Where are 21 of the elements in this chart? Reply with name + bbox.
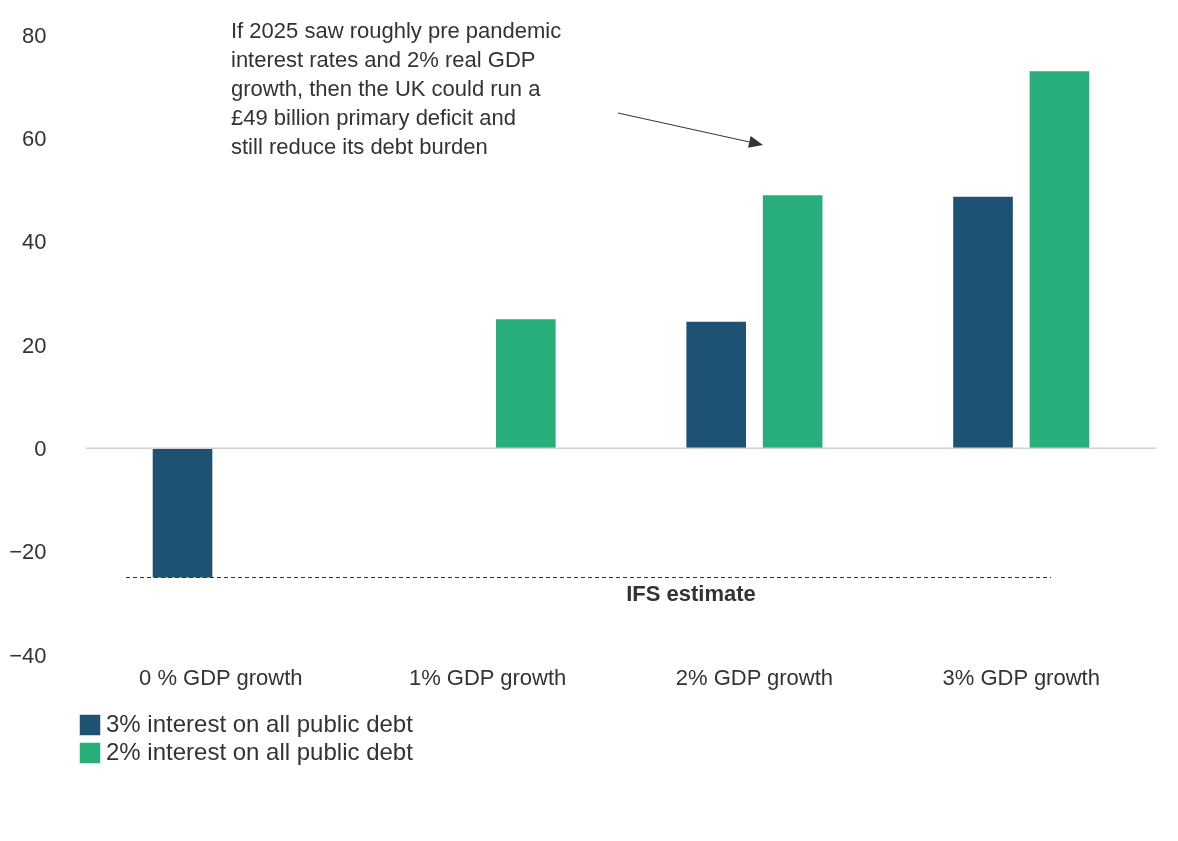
legend-label: 2% interest on all public debt [106, 738, 414, 765]
y-tick-label: 40 [22, 229, 47, 255]
y-tick-label: 0 [34, 435, 47, 461]
bar [953, 196, 1013, 449]
x-tick-label: 1% GDP growth [408, 664, 567, 690]
annotation: If 2025 saw roughly pre pandemic interest rates and 2% real GDP growth, then the UK could run a £49 billion primary deficit and still reduce its debt burden [231, 18, 562, 159]
y-tick-label: 60 [22, 125, 47, 151]
bar [495, 319, 556, 449]
bar [152, 448, 213, 578]
y-tick-label: 20 [22, 332, 47, 358]
bar [1029, 71, 1090, 449]
y-tick-label: 80 [22, 22, 47, 48]
bar [686, 321, 747, 449]
x-tick-label: 2% GDP growth [675, 664, 834, 690]
legend-label: 3% interest on all public debt [106, 710, 414, 737]
x-tick-label: 0 % GDP growth [139, 664, 303, 690]
y-tick-label: −20 [9, 539, 47, 565]
bar [762, 195, 823, 449]
ref-line-label: IFS estimate [626, 580, 756, 606]
x-tick-label: 3% GDP growth [942, 664, 1100, 690]
y-tick-label: −40 [9, 642, 47, 668]
